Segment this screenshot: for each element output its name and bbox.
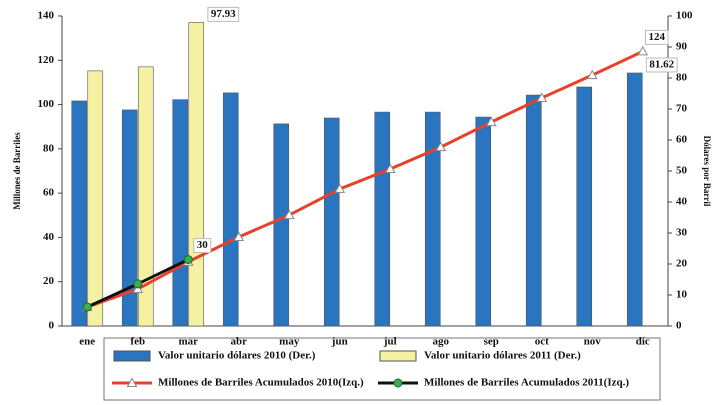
data-label-box	[645, 29, 669, 45]
marker	[586, 69, 598, 80]
marker	[133, 279, 143, 289]
y2-tick-label: 40	[676, 196, 688, 208]
data-label-box	[193, 238, 212, 254]
x-tick-label: jul	[383, 336, 397, 348]
legend-label: Millones de Barriles Acumulados 2010(Izq…	[158, 377, 364, 389]
x-tick-label: may	[279, 336, 300, 348]
x-tick-label: ago	[433, 336, 450, 348]
legend-label: Valor unitario dólares 2011 (Der.)	[424, 350, 581, 362]
line	[86, 50, 644, 309]
y-tick-label: 20	[43, 275, 55, 287]
bar	[525, 94, 542, 327]
legend-swatch	[379, 350, 417, 362]
bar	[374, 111, 391, 327]
x-tick-label: nov	[584, 336, 602, 348]
legend-label: Millones de Barriles Acumulados 2011(Izq…	[424, 377, 629, 389]
bar	[424, 111, 441, 327]
marker	[637, 45, 649, 56]
bar	[137, 66, 154, 327]
y2-axis-label: Dólares por Barril	[702, 136, 712, 207]
y2-tick-label: 70	[676, 103, 688, 115]
bar	[87, 70, 104, 327]
marker	[384, 163, 396, 174]
data-label: 124	[649, 31, 666, 43]
marker	[485, 116, 497, 127]
x-tick-label: abr	[231, 336, 248, 348]
x-tick-label: mar	[178, 336, 198, 348]
marker	[183, 255, 193, 265]
y-tick-label: 60	[43, 187, 55, 199]
y-tick-label: 100	[38, 98, 55, 110]
data-label-box	[645, 57, 678, 73]
y2-tick-label: 100	[676, 10, 693, 22]
y-tick-label: 80	[43, 142, 55, 154]
y-tick-label: 0	[49, 320, 55, 332]
y-tick-label: 40	[43, 231, 55, 243]
legend-swatch	[113, 350, 151, 362]
marker	[132, 283, 144, 294]
marker	[283, 209, 295, 220]
marker	[435, 141, 447, 152]
marker	[82, 302, 92, 312]
x-tick-label: dic	[636, 336, 650, 348]
x-tick-label: ene	[79, 336, 95, 348]
y2-tick-label: 30	[676, 227, 688, 239]
y2-tick-label: 80	[676, 72, 688, 84]
y2-tick-label: 10	[676, 289, 688, 301]
legend-box	[103, 337, 661, 401]
data-label: 97.93	[211, 8, 236, 20]
bar	[576, 86, 593, 327]
x-tick-label: oct	[535, 336, 549, 348]
x-tick-label: jun	[331, 336, 348, 348]
bar	[475, 116, 492, 327]
data-label: 30	[197, 239, 209, 251]
marker	[233, 231, 245, 241]
y2-tick-label: 50	[676, 165, 688, 177]
marker	[334, 183, 346, 193]
bar	[222, 92, 239, 327]
y2-tick-label: 20	[676, 258, 688, 270]
y-tick-label: 140	[38, 10, 55, 22]
legend-label: Valor unitario dólares 2010 (Der.)	[158, 350, 316, 362]
y-axis-label: Millones de Barriles	[12, 132, 22, 210]
bar	[71, 100, 88, 327]
legend-marker	[393, 378, 403, 388]
bar	[323, 117, 340, 327]
x-tick-label: feb	[130, 336, 145, 348]
bar	[172, 99, 189, 327]
y2-tick-label: 60	[676, 134, 688, 146]
bar	[273, 123, 290, 327]
marker	[536, 92, 548, 102]
y2-tick-label: 0	[676, 320, 682, 332]
bar	[121, 109, 138, 327]
data-label-box	[207, 6, 240, 22]
legend-marker	[126, 377, 138, 387]
bar	[626, 72, 643, 327]
bar	[188, 22, 205, 327]
x-tick-label: sep	[484, 336, 499, 348]
y-tick-label: 120	[38, 54, 55, 66]
data-label: 81.62	[649, 59, 674, 71]
y2-tick-label: 90	[676, 41, 688, 53]
